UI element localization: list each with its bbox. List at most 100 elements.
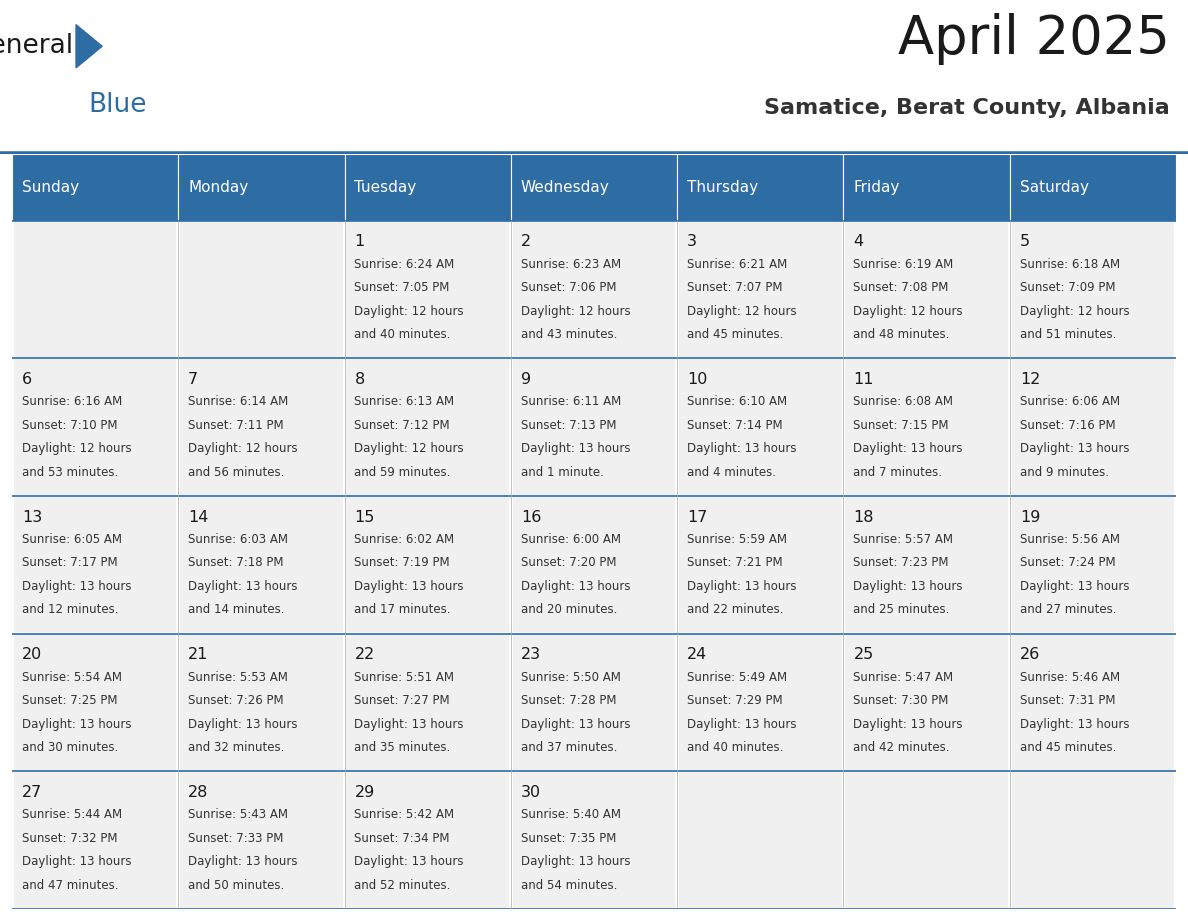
Text: Tuesday: Tuesday [354,180,417,195]
Bar [13,222,177,357]
Text: and 59 minutes.: and 59 minutes. [354,465,451,478]
Text: Sunrise: 6:03 AM: Sunrise: 6:03 AM [188,533,289,546]
Bar [346,497,510,633]
Bar [346,360,510,495]
Text: 23: 23 [520,647,541,662]
Text: and 53 minutes.: and 53 minutes. [21,465,118,478]
Text: 6: 6 [21,372,32,387]
Bar [512,772,676,908]
Text: Sunset: 7:32 PM: Sunset: 7:32 PM [21,832,118,845]
Bar [346,772,510,908]
Bar [845,634,1009,770]
Text: and 4 minutes.: and 4 minutes. [687,465,776,478]
Bar [845,222,1009,357]
Text: Sunset: 7:09 PM: Sunset: 7:09 PM [1019,281,1116,294]
Text: Wednesday: Wednesday [520,180,609,195]
Text: Sunset: 7:30 PM: Sunset: 7:30 PM [853,694,949,707]
Text: Sunrise: 6:23 AM: Sunrise: 6:23 AM [520,258,621,271]
Text: Sunrise: 5:46 AM: Sunrise: 5:46 AM [1019,671,1120,684]
Text: Monday: Monday [188,180,248,195]
Text: Sunset: 7:28 PM: Sunset: 7:28 PM [520,694,617,707]
Text: and 14 minutes.: and 14 minutes. [188,603,285,616]
Bar [179,497,343,633]
Text: 5: 5 [1019,234,1030,250]
Bar [345,154,511,220]
Text: Daylight: 13 hours: Daylight: 13 hours [188,580,298,593]
Text: 7: 7 [188,372,198,387]
Text: 28: 28 [188,785,209,800]
Text: Sunrise: 5:42 AM: Sunrise: 5:42 AM [354,809,455,822]
Text: and 52 minutes.: and 52 minutes. [354,879,451,891]
Text: Daylight: 13 hours: Daylight: 13 hours [21,580,132,593]
Text: Daylight: 12 hours: Daylight: 12 hours [687,305,797,318]
Text: Sunrise: 5:53 AM: Sunrise: 5:53 AM [188,671,287,684]
Bar [13,772,177,908]
Text: Blue: Blue [88,92,146,118]
Text: 30: 30 [520,785,541,800]
Text: Sunrise: 5:40 AM: Sunrise: 5:40 AM [520,809,621,822]
Text: 25: 25 [853,647,873,662]
Text: 14: 14 [188,509,209,525]
Text: Daylight: 13 hours: Daylight: 13 hours [188,856,298,868]
Text: Sunrise: 5:59 AM: Sunrise: 5:59 AM [687,533,788,546]
Text: Sunrise: 6:10 AM: Sunrise: 6:10 AM [687,396,788,409]
Text: 10: 10 [687,372,708,387]
Text: Sunset: 7:07 PM: Sunset: 7:07 PM [687,281,783,294]
Text: 3: 3 [687,234,697,250]
Text: and 20 minutes.: and 20 minutes. [520,603,618,616]
Text: Sunrise: 5:50 AM: Sunrise: 5:50 AM [520,671,620,684]
Text: Daylight: 13 hours: Daylight: 13 hours [1019,442,1130,455]
Text: 16: 16 [520,509,542,525]
Text: Sunset: 7:12 PM: Sunset: 7:12 PM [354,419,450,431]
Text: Sunrise: 5:57 AM: Sunrise: 5:57 AM [853,533,954,546]
Text: Sunrise: 5:47 AM: Sunrise: 5:47 AM [853,671,954,684]
Bar [678,222,842,357]
Text: and 54 minutes.: and 54 minutes. [520,879,618,891]
Bar [13,360,177,495]
Bar [1011,360,1175,495]
Text: 19: 19 [1019,509,1041,525]
Text: Sunset: 7:24 PM: Sunset: 7:24 PM [1019,556,1116,569]
Bar [678,634,842,770]
Bar [512,360,676,495]
Bar [843,154,1010,220]
Bar [1011,497,1175,633]
Text: Sunrise: 6:24 AM: Sunrise: 6:24 AM [354,258,455,271]
Text: Daylight: 13 hours: Daylight: 13 hours [853,718,963,731]
Text: Sunrise: 5:43 AM: Sunrise: 5:43 AM [188,809,289,822]
Bar [179,222,343,357]
Text: Sunrise: 6:16 AM: Sunrise: 6:16 AM [21,396,122,409]
Text: Sunset: 7:25 PM: Sunset: 7:25 PM [21,694,118,707]
Bar [678,497,842,633]
Text: Daylight: 13 hours: Daylight: 13 hours [853,580,963,593]
Text: Sunset: 7:29 PM: Sunset: 7:29 PM [687,694,783,707]
Bar [677,154,843,220]
Text: and 40 minutes.: and 40 minutes. [354,328,451,341]
Text: Daylight: 12 hours: Daylight: 12 hours [188,442,298,455]
Bar [1010,154,1176,220]
Text: 4: 4 [853,234,864,250]
Text: Sunset: 7:18 PM: Sunset: 7:18 PM [188,556,284,569]
Text: and 30 minutes.: and 30 minutes. [21,741,118,754]
Text: Sunset: 7:08 PM: Sunset: 7:08 PM [853,281,949,294]
Text: Daylight: 13 hours: Daylight: 13 hours [354,718,465,731]
Text: Daylight: 13 hours: Daylight: 13 hours [853,442,963,455]
Text: Sunrise: 5:49 AM: Sunrise: 5:49 AM [687,671,788,684]
Text: Sunrise: 6:21 AM: Sunrise: 6:21 AM [687,258,788,271]
Text: Daylight: 12 hours: Daylight: 12 hours [1019,305,1130,318]
Text: 22: 22 [354,647,374,662]
Text: Daylight: 13 hours: Daylight: 13 hours [520,580,631,593]
Bar [179,634,343,770]
Text: Daylight: 12 hours: Daylight: 12 hours [354,305,465,318]
Text: Daylight: 12 hours: Daylight: 12 hours [520,305,631,318]
Text: and 12 minutes.: and 12 minutes. [21,603,119,616]
Text: and 56 minutes.: and 56 minutes. [188,465,285,478]
Text: Sunset: 7:17 PM: Sunset: 7:17 PM [21,556,118,569]
Text: 27: 27 [21,785,42,800]
Text: Sunrise: 5:51 AM: Sunrise: 5:51 AM [354,671,455,684]
Text: Daylight: 13 hours: Daylight: 13 hours [354,580,465,593]
Text: and 22 minutes.: and 22 minutes. [687,603,784,616]
Text: and 1 minute.: and 1 minute. [520,465,604,478]
Bar [12,154,178,220]
Text: Sunset: 7:20 PM: Sunset: 7:20 PM [520,556,617,569]
